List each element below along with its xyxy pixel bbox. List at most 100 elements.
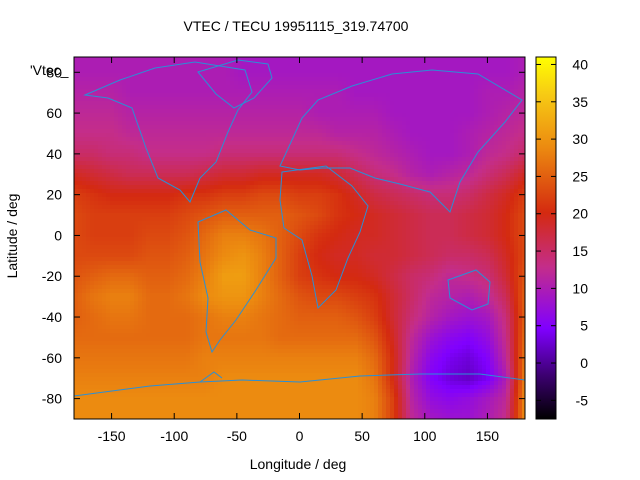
heatmap-cell: [262, 81, 267, 86]
heatmap-cell: [322, 101, 327, 106]
heatmap-cell: [138, 197, 143, 202]
heatmap-cell: [106, 169, 111, 174]
heatmap-cell: [190, 165, 195, 170]
heatmap-cell: [310, 113, 315, 118]
heatmap-cell: [402, 137, 407, 142]
heatmap-cell: [422, 65, 427, 70]
heatmap-cell: [298, 185, 303, 190]
heatmap-cell: [306, 221, 311, 226]
heatmap-cell: [114, 233, 119, 238]
heatmap-cell: [154, 121, 159, 126]
heatmap-cell: [298, 113, 303, 118]
heatmap-cell: [202, 133, 207, 138]
heatmap-cell: [274, 173, 279, 178]
heatmap-cell: [346, 229, 351, 234]
heatmap-cell: [482, 61, 487, 66]
heatmap-cell: [158, 161, 163, 166]
heatmap-cell: [122, 61, 127, 66]
heatmap-cell: [138, 101, 143, 106]
heatmap-cell: [410, 113, 415, 118]
heatmap-cell: [322, 137, 327, 142]
heatmap-cell: [350, 217, 355, 222]
heatmap-cell: [238, 205, 243, 210]
heatmap-cell: [102, 229, 107, 234]
heatmap-cell: [330, 181, 335, 186]
heatmap-cell: [98, 141, 103, 146]
heatmap-cell: [322, 157, 327, 162]
heatmap-cell: [146, 89, 151, 94]
heatmap-cell: [110, 157, 115, 162]
heatmap-cell: [194, 69, 199, 74]
heatmap-cell: [142, 181, 147, 186]
heatmap-cell: [278, 117, 283, 122]
heatmap-cell: [426, 149, 431, 154]
heatmap-cell: [386, 181, 391, 186]
heatmap-cell: [514, 161, 519, 166]
heatmap-cell: [486, 169, 491, 174]
heatmap-cell: [298, 77, 303, 82]
heatmap-cell: [114, 181, 119, 186]
heatmap-cell: [94, 185, 99, 190]
heatmap-cell: [398, 85, 403, 90]
heatmap-cell: [510, 97, 515, 102]
heatmap-cell: [254, 145, 259, 150]
heatmap-cell: [354, 209, 359, 214]
heatmap-cell: [518, 77, 523, 82]
heatmap-cell: [466, 101, 471, 106]
heatmap-cell: [114, 137, 119, 142]
heatmap-cell: [418, 165, 423, 170]
heatmap-cell: [414, 205, 419, 210]
heatmap-cell: [214, 105, 219, 110]
heatmap-cell: [262, 201, 267, 206]
heatmap-cell: [478, 97, 483, 102]
heatmap-cell: [118, 89, 123, 94]
heatmap-cell: [494, 101, 499, 106]
heatmap-cell: [362, 133, 367, 138]
heatmap-cell: [118, 157, 123, 162]
heatmap-cell: [170, 65, 175, 70]
heatmap-cell: [386, 97, 391, 102]
heatmap-cell: [502, 69, 507, 74]
heatmap-cell: [202, 121, 207, 126]
heatmap-cell: [362, 73, 367, 78]
heatmap-cell: [142, 85, 147, 90]
heatmap-cell: [510, 81, 515, 86]
heatmap-cell: [138, 93, 143, 98]
heatmap-cell: [338, 201, 343, 206]
heatmap-cell: [358, 61, 363, 66]
heatmap-cell: [302, 89, 307, 94]
heatmap-cell: [306, 149, 311, 154]
heatmap-cell: [106, 77, 111, 82]
heatmap-cell: [522, 113, 525, 118]
heatmap-cell: [266, 197, 271, 202]
heatmap-cell: [118, 73, 123, 78]
heatmap-cell: [166, 193, 171, 198]
heatmap-cell: [290, 113, 295, 118]
heatmap-cell: [94, 217, 99, 222]
heatmap-cell: [142, 125, 147, 130]
heatmap-cell: [242, 125, 247, 130]
heatmap-cell: [94, 93, 99, 98]
heatmap-cell: [242, 81, 247, 86]
heatmap-cell: [454, 85, 459, 90]
heatmap-cell: [514, 109, 519, 114]
heatmap-cell: [202, 97, 207, 102]
heatmap-cell: [114, 81, 119, 86]
heatmap-cell: [246, 169, 251, 174]
heatmap-cell: [314, 177, 319, 182]
heatmap-cell: [82, 209, 87, 214]
heatmap-cell: [310, 205, 315, 210]
heatmap-cell: [250, 105, 255, 110]
heatmap-cell: [402, 225, 407, 230]
heatmap-cell: [134, 129, 139, 134]
heatmap-cell: [438, 157, 443, 162]
heatmap-cell: [162, 93, 167, 98]
heatmap-cell: [362, 93, 367, 98]
heatmap-cell: [86, 101, 91, 106]
heatmap-cell: [182, 165, 187, 170]
heatmap-cell: [378, 229, 383, 234]
heatmap-cell: [186, 201, 191, 206]
heatmap-cell: [522, 225, 525, 230]
heatmap-cell: [278, 81, 283, 86]
heatmap-cell: [190, 117, 195, 122]
